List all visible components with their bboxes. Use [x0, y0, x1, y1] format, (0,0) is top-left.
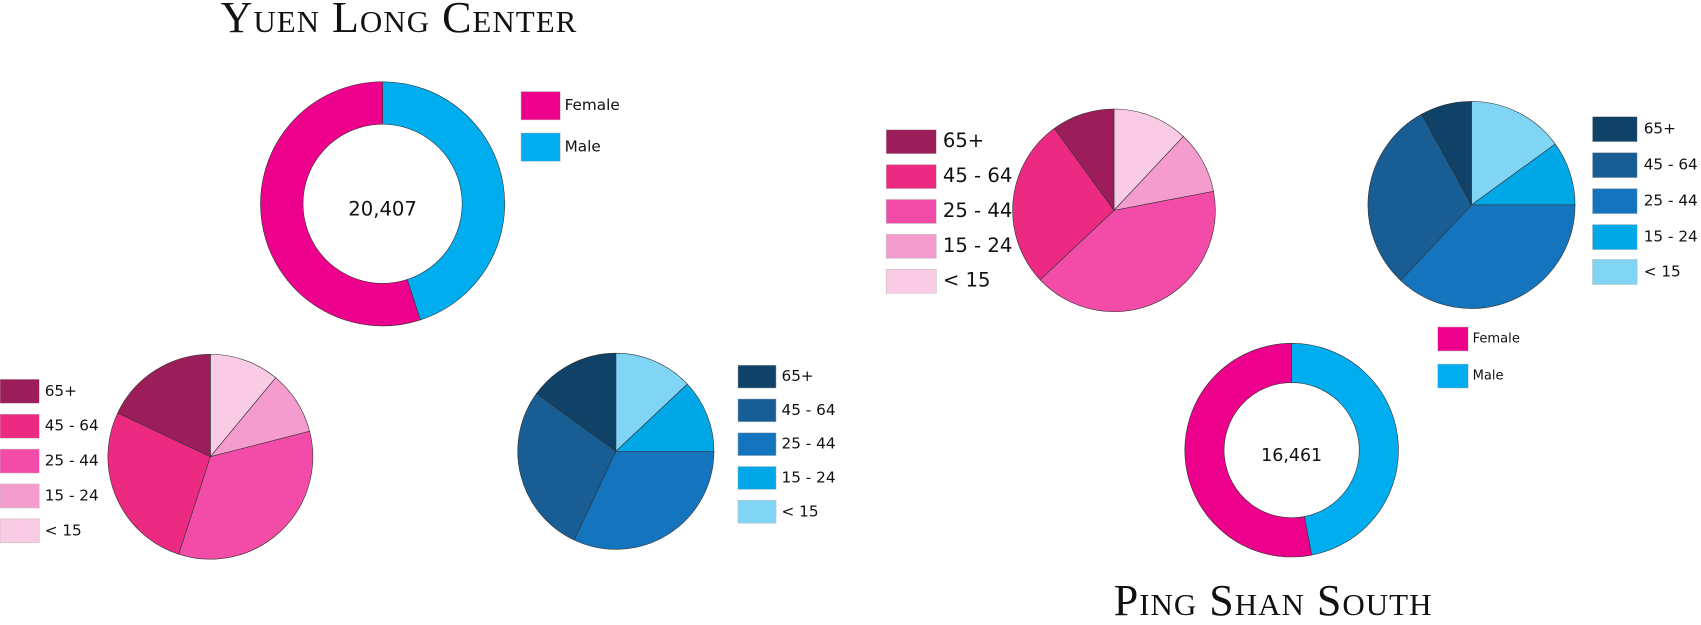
legend-label: 15 - 24: [1644, 228, 1698, 246]
legend-label: 65+: [45, 382, 77, 400]
legend-label: 45 - 64: [45, 417, 99, 435]
legend-label: Male: [1473, 369, 1504, 384]
legend-label: < 15: [782, 502, 819, 520]
pie-slice: [1039, 191, 1216, 313]
legend-swatch: [1437, 363, 1469, 389]
legend-label: 15 - 24: [943, 234, 1012, 257]
legend-swatch: [0, 379, 40, 404]
legend-label: 25 - 44: [943, 199, 1012, 222]
legend-swatch: [520, 91, 561, 121]
legend-label: < 15: [1644, 262, 1681, 280]
legend-swatch: [737, 466, 777, 490]
pie-slice: [1400, 204, 1576, 309]
pie-slice: [536, 352, 617, 452]
pie-slice: [1053, 108, 1115, 212]
legend-label: 25 - 44: [45, 452, 99, 470]
chart-title: Ping Shan South: [1114, 576, 1433, 625]
legend-swatch: [0, 518, 40, 544]
pie-slice: [615, 352, 688, 452]
legend-swatch: [737, 500, 777, 524]
legend-swatch: [1592, 259, 1638, 285]
pie-slice: [517, 393, 617, 541]
legend-label: 65+: [1644, 120, 1676, 138]
legend-swatch: [1437, 326, 1469, 352]
pie-slice: [1113, 108, 1184, 212]
legend-swatch: [1592, 188, 1638, 214]
legend-swatch: [0, 483, 40, 509]
pie-slice: [573, 450, 715, 550]
donut-segment: [1291, 343, 1399, 556]
pie-slice: [107, 412, 211, 555]
legend-swatch: [885, 199, 937, 224]
legend-swatch: [1592, 116, 1638, 142]
legend-swatch: [885, 234, 937, 259]
legend-swatch: [737, 398, 777, 423]
legend-label: Male: [565, 138, 601, 156]
pie-slice: [1471, 101, 1556, 206]
legend-swatch: [1592, 152, 1638, 178]
legend-label: 25 - 44: [1644, 192, 1698, 210]
center-total: 16,461: [1261, 446, 1322, 466]
donut-segment: [1184, 343, 1313, 558]
pie-slice: [1421, 101, 1472, 206]
pie-slice: [117, 353, 211, 458]
legend-swatch: [737, 364, 777, 389]
legend-label: 15 - 24: [782, 468, 836, 486]
legend-swatch: [520, 132, 561, 162]
legend-label: 45 - 64: [1644, 156, 1698, 174]
pie-slice: [615, 383, 715, 452]
legend-label: 45 - 64: [943, 164, 1012, 187]
legend-label: 65+: [943, 129, 984, 152]
legend-label: 25 - 44: [782, 435, 836, 453]
legend-label: Female: [1473, 331, 1520, 346]
legend-swatch: [1592, 224, 1638, 250]
legend-label: 65+: [782, 367, 814, 385]
legend-label: 15 - 24: [45, 486, 99, 504]
legend-swatch: [885, 268, 937, 294]
legend-swatch: [0, 448, 40, 474]
donut-segment: [260, 81, 421, 327]
legend-swatch: [885, 129, 937, 154]
chart-title: Yuen Long Center: [221, 0, 578, 42]
donut-segment: [382, 81, 505, 321]
pie-slice: [210, 353, 277, 458]
center-total: 20,407: [348, 197, 417, 220]
pie-slice: [178, 430, 314, 560]
legend-label: Female: [565, 96, 620, 114]
pie-slice: [1367, 113, 1472, 281]
legend-label: < 15: [45, 521, 82, 539]
legend-label: 45 - 64: [782, 401, 836, 419]
legend-swatch: [0, 413, 40, 439]
legend-swatch: [885, 164, 937, 189]
pie-slice: [1012, 127, 1115, 281]
legend-swatch: [737, 432, 777, 456]
legend-label: < 15: [943, 269, 991, 292]
